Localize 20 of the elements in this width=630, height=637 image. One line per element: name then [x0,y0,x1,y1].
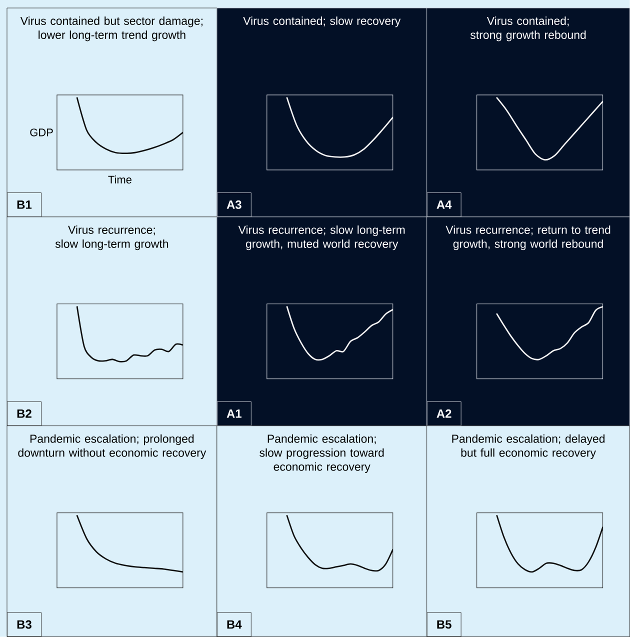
chart-title: Virus recurrence; return to trend growth, strong world rebound [446,225,610,250]
chart-title: Pandemic escalation; delayed but full economic recovery [452,434,605,460]
text: B4 [227,620,242,629]
text: B3 [17,620,32,629]
chart-title: Virus recurrence; slow long-term growth, muted world recovery [238,225,405,250]
text: B5 [437,620,452,629]
text: A2 [436,409,452,418]
chart-title: Virus recurrence; slow long-term growth [55,225,168,250]
text: B2 [17,409,32,418]
text: A3 [226,200,242,209]
text: A1 [226,409,242,418]
chart-title: Pandemic escalation; slow progression toward economic recovery [260,434,384,474]
text: A4 [436,200,452,209]
y-axis-title: GDP [30,128,53,136]
chart-title: Virus contained; slow recovery [243,16,401,28]
x-axis-title: Time [108,175,132,184]
chart-title: Virus contained; strong growth rebound [470,16,586,42]
chart-title: Virus contained but sector damage; lower long-term trend growth [20,16,202,42]
chart-title: Pandemic escalation; prolonged downturn without economic recovery [18,434,206,460]
text: B1 [17,200,32,209]
